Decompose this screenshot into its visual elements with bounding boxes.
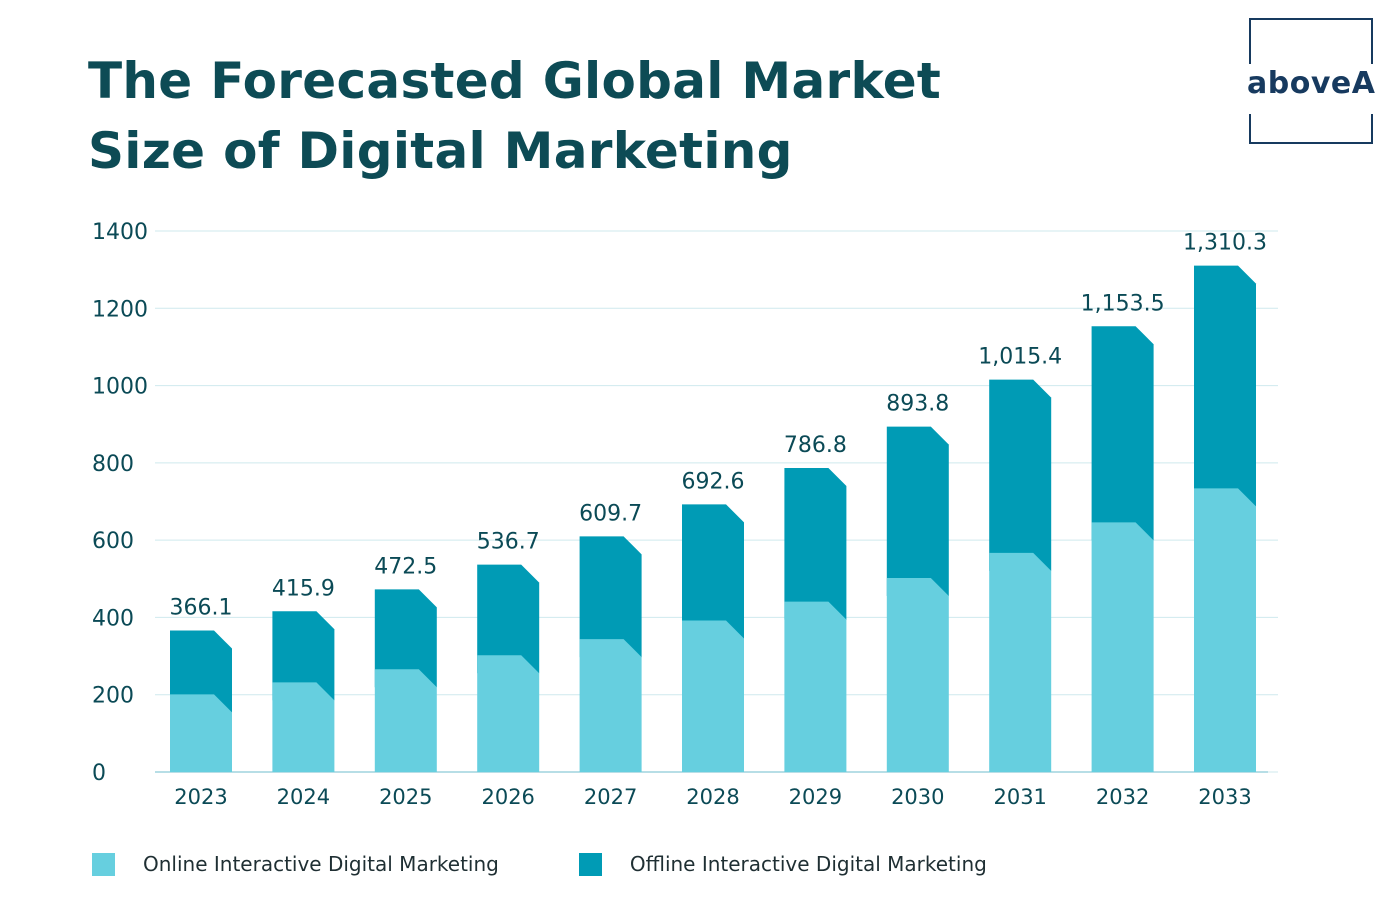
- x-tick-label: 2026: [481, 785, 534, 809]
- bar-offline-segment: [1194, 265, 1256, 507]
- bar-offline-segment: [477, 564, 540, 674]
- bar-offline-segment: [682, 504, 744, 639]
- y-tick-label: 800: [92, 452, 134, 477]
- y-tick-label: 600: [92, 529, 134, 554]
- bar-offline-segment: [170, 630, 232, 713]
- legend-item-offline: Offline Interactive Digital Marketing: [578, 852, 987, 876]
- bar-offline-segment: [272, 611, 335, 701]
- bar-total-label: 1,310.3: [1183, 231, 1267, 256]
- y-tick-label: 1200: [92, 297, 148, 322]
- bar-offline-segment: [886, 426, 949, 597]
- bar-offline-segment: [989, 379, 1052, 571]
- total-labels: 366.1 415.9 472.5 536.7 609.7 692.6 786.8 893.8…: [170, 231, 1267, 621]
- chart-title: The Forecasted Global Market Size of Dig…: [88, 46, 988, 186]
- legend-item-online: Online Interactive Digital Marketing: [92, 852, 499, 876]
- logo-frame-right-top: [1371, 18, 1373, 64]
- x-tick-label: 2031: [993, 785, 1046, 809]
- bar-total-label: 1,015.4: [978, 345, 1062, 370]
- bar-total-label: 893.8: [886, 392, 949, 417]
- bar-online-segment: [579, 639, 642, 772]
- logo-wordmark: aboveA: [1247, 66, 1376, 101]
- bar-online-segment: [1091, 522, 1154, 772]
- bar-offline-segment: [579, 536, 642, 658]
- x-tick-label: 2030: [891, 785, 944, 809]
- legend-label-offline: Offline Interactive Digital Marketing: [629, 852, 987, 876]
- bar-total-label: 472.5: [374, 554, 437, 579]
- x-tick-label: 2027: [584, 785, 637, 809]
- y-tick-label: 0: [92, 761, 106, 786]
- x-axis: 2023 2024 2025 2026 2027 2028 2029 2030 2031 2032…: [174, 785, 1251, 809]
- x-tick-label: 2025: [379, 785, 432, 809]
- bar-online-segment: [477, 655, 540, 772]
- logo-frame-left-top: [1249, 18, 1251, 64]
- bars: [170, 265, 1256, 772]
- brand-logo: aboveA: [1247, 18, 1376, 144]
- y-tick-label: 1400: [92, 220, 148, 245]
- y-axis: 0 200 400 600 800 1000 1200 1400: [92, 220, 148, 786]
- x-tick-label: 2023: [174, 785, 227, 809]
- bar-offline-segment: [374, 589, 437, 688]
- bar-total-label: 692.6: [682, 469, 745, 494]
- x-tick-label: 2033: [1198, 785, 1251, 809]
- x-tick-label: 2029: [789, 785, 842, 809]
- bar-total-label: 1,153.5: [1081, 291, 1165, 316]
- bar-online-segment: [170, 694, 232, 772]
- legend-swatch-online: [92, 852, 115, 876]
- bar-total-label: 536.7: [477, 530, 540, 555]
- bar-online-segment: [374, 669, 437, 772]
- bar-offline-segment: [1091, 326, 1154, 541]
- logo-frame-top: [1249, 18, 1373, 20]
- legend-label-online: Online Interactive Digital Marketing: [143, 852, 499, 876]
- y-tick-label: 1000: [92, 375, 148, 400]
- y-tick-label: 400: [92, 606, 134, 631]
- bar-online-segment: [989, 552, 1052, 772]
- logo-frame-bottom: [1249, 142, 1373, 144]
- bar-total-label: 415.9: [272, 576, 335, 601]
- bar-online-segment: [682, 620, 744, 772]
- bar-online-segment: [272, 682, 335, 772]
- bar-online-segment: [784, 601, 847, 772]
- bar-total-label: 609.7: [579, 501, 642, 526]
- logo-frame-right-bottom: [1371, 114, 1373, 144]
- bar-online-segment: [886, 578, 949, 772]
- bar-total-label: 786.8: [784, 433, 847, 458]
- x-tick-label: 2032: [1096, 785, 1149, 809]
- x-tick-label: 2028: [686, 785, 739, 809]
- x-tick-label: 2024: [277, 785, 330, 809]
- chart-title-line-2: Size of Digital Marketing: [88, 122, 793, 180]
- legend-swatch-offline: [578, 852, 602, 876]
- bar-online-segment: [1194, 488, 1256, 772]
- bar-offline-segment: [784, 467, 847, 620]
- legend: Online Interactive Digital Marketing Off…: [92, 852, 1067, 876]
- y-tick-label: 200: [92, 684, 134, 709]
- bar-total-label: 366.1: [170, 596, 233, 621]
- logo-frame-left-bottom: [1249, 114, 1251, 144]
- chart-title-line-1: The Forecasted Global Market: [88, 52, 942, 110]
